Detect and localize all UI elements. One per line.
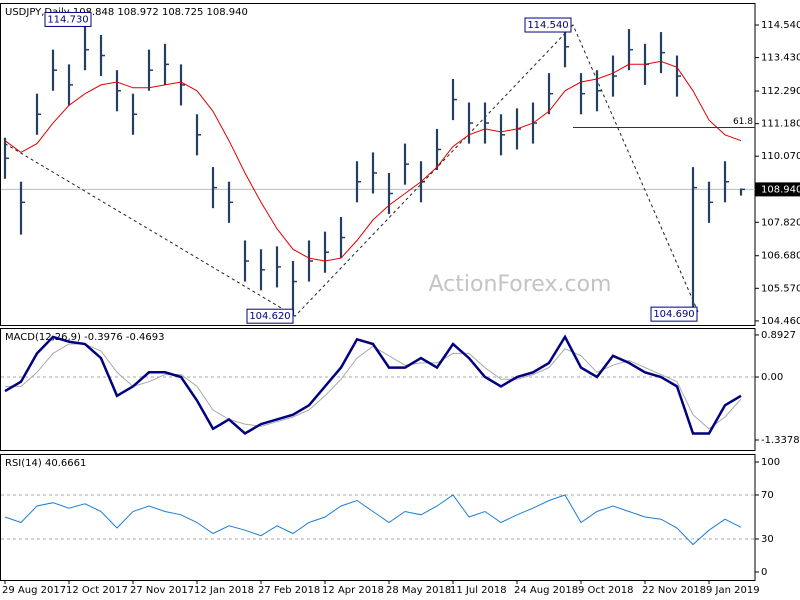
y-tick-label: 107.820 <box>761 217 800 228</box>
x-tick-label: 12 Jan 2018 <box>194 585 254 596</box>
y-tick-label: 110.070 <box>761 151 800 162</box>
price-annotation: 114.540 <box>527 20 568 31</box>
x-tick-label: 27 Nov 2017 <box>130 585 194 596</box>
y-tick-label: 70 <box>761 490 774 501</box>
price-annotation-box <box>524 17 572 33</box>
y-tick-label: 30 <box>761 534 774 545</box>
y-tick-label: 0.8927 <box>761 330 796 341</box>
y-tick-label: 114.540 <box>761 20 800 31</box>
last-price-label: 108.940 <box>761 184 800 195</box>
trendline <box>4 24 700 317</box>
x-tick-label: 27 Feb 2018 <box>258 585 320 596</box>
y-tick-label: 0 <box>761 567 767 578</box>
x-tick-label: 29 Aug 2017 <box>2 585 66 596</box>
price-annotation: 114.730 <box>47 14 88 25</box>
y-tick-label: 100 <box>761 457 780 468</box>
x-tick-label: 12 Apr 2018 <box>322 585 384 596</box>
y-tick-label: 0.00 <box>761 372 783 383</box>
x-tick-label: 28 May 2018 <box>386 585 451 596</box>
rsi-line <box>4 494 742 546</box>
x-tick-label: 24 Aug 2018 <box>514 585 578 596</box>
x-tick-label: 11 Jul 2018 <box>450 585 507 596</box>
y-tick-label: 111.180 <box>761 119 800 130</box>
x-tick-label: 9 Oct 2018 <box>578 585 633 596</box>
last-price-box <box>755 182 800 197</box>
fib-label: 61.8 <box>733 117 753 127</box>
y-tick-label: -1.3378 <box>761 435 800 446</box>
y-tick-label: 105.570 <box>761 283 800 294</box>
panel-frame <box>0 328 756 451</box>
price-annotation: 104.620 <box>249 311 290 322</box>
y-tick-label: 106.680 <box>761 251 800 262</box>
price-annotation: 104.690 <box>653 309 694 320</box>
watermark: ActionForex.com <box>429 272 612 297</box>
x-tick-label: 9 Jan 2019 <box>706 585 760 596</box>
price-annotation-box <box>44 11 92 27</box>
price-annotation-box <box>246 308 294 324</box>
panel-title: USDJPY,Daily 108.848 108.972 108.725 108… <box>5 7 248 18</box>
x-tick-label: 22 Nov 2018 <box>642 585 706 596</box>
panel-title: MACD(12,26,9) -0.3976 -0.4693 <box>5 332 165 343</box>
y-tick-label: 104.460 <box>761 316 800 327</box>
price-annotation-box <box>650 306 698 322</box>
panel-frame <box>0 3 756 326</box>
y-tick-label: 113.430 <box>761 53 800 64</box>
macd-main <box>4 334 742 436</box>
panel-title: RSI(14) 40.6661 <box>5 458 86 469</box>
moving-average <box>4 60 742 262</box>
panel-frame <box>0 454 756 581</box>
y-tick-label: 112.290 <box>761 86 800 97</box>
x-tick-label: 12 Oct 2017 <box>66 585 128 596</box>
macd-signal <box>5 343 742 430</box>
